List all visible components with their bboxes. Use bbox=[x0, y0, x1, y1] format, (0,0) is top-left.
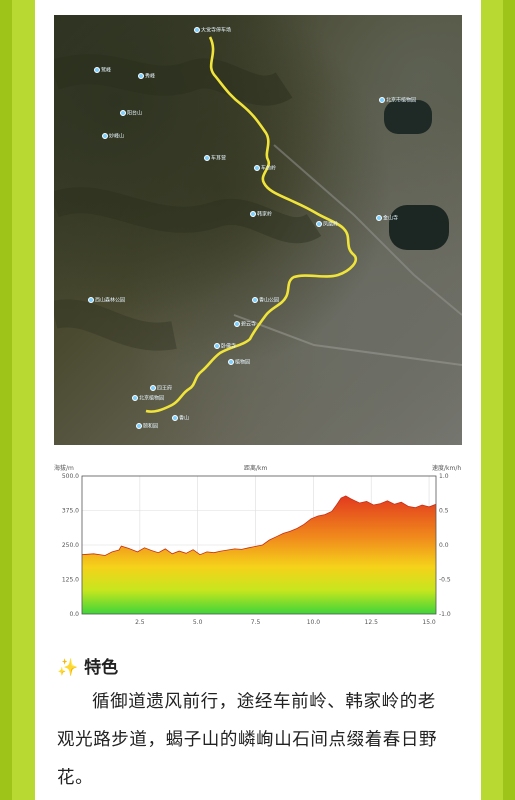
map-pin-icon bbox=[254, 165, 260, 171]
x-tick-label: 2.5 bbox=[135, 619, 145, 626]
elevation-line bbox=[81, 495, 437, 556]
elevation-chart-svg: 海拔/m 距离/km 速度/km/h 500.0 375.0 250.0 125.0 0… bbox=[54, 464, 461, 626]
center-axis-label: 距离/km bbox=[244, 464, 267, 472]
y2-axis-ticks: 1.0 0.5 0.0 -0.5 -1.0 bbox=[439, 473, 451, 618]
map-pin-icon bbox=[228, 359, 234, 365]
left-axis-label: 海拔/m bbox=[54, 464, 74, 472]
elevation-chart[interactable]: 海拔/m 距离/km 速度/km/h 500.0 375.0 250.0 125.0 0… bbox=[54, 462, 464, 632]
map-poi[interactable]: 卧佛寺 bbox=[214, 343, 236, 350]
map-pin-icon bbox=[194, 27, 200, 33]
y-tick-label: 375.0 bbox=[62, 508, 79, 515]
y2-tick-label: 1.0 bbox=[439, 473, 449, 480]
map-pin-icon bbox=[94, 67, 100, 73]
map-pin-icon bbox=[120, 110, 126, 116]
map-poi[interactable]: 植物园 bbox=[228, 359, 250, 366]
map-pin-icon bbox=[172, 415, 178, 421]
lake-east bbox=[389, 205, 449, 250]
map-poi[interactable]: 四王府 bbox=[150, 385, 172, 392]
map-poi[interactable]: 妙峰山 bbox=[102, 133, 124, 140]
map-poi[interactable]: 车前岭 bbox=[254, 165, 276, 172]
x-tick-label: 5.0 bbox=[193, 619, 203, 626]
map-poi[interactable]: 西山森林公园 bbox=[88, 297, 125, 304]
route-line bbox=[145, 36, 358, 413]
x-tick-label: 10.0 bbox=[307, 619, 321, 626]
map-poi[interactable]: 颐和园 bbox=[136, 423, 158, 430]
y-axis-ticks: 500.0 375.0 250.0 125.0 0.0 bbox=[62, 473, 79, 618]
map-pin-icon bbox=[132, 395, 138, 401]
elevation-area bbox=[82, 495, 436, 614]
map-poi[interactable]: 阳台山 bbox=[120, 110, 142, 117]
y2-tick-label: -0.5 bbox=[439, 577, 451, 584]
x-tick-label: 12.5 bbox=[365, 619, 379, 626]
map-pin-icon bbox=[102, 133, 108, 139]
map-pin-icon bbox=[138, 73, 144, 79]
map-pin-icon bbox=[88, 297, 94, 303]
right-axis-label: 速度/km/h bbox=[432, 464, 461, 472]
sparkles-icon: ✨ bbox=[57, 658, 79, 678]
map-canvas bbox=[54, 36, 462, 413]
map-poi[interactable]: 香山公园 bbox=[252, 297, 279, 304]
map-poi[interactable]: 香山 bbox=[172, 415, 189, 422]
map-poi[interactable]: 车耳营 bbox=[204, 155, 226, 162]
y-tick-label: 0.0 bbox=[69, 611, 79, 618]
map-poi[interactable]: 大觉寺停车场 bbox=[194, 27, 231, 34]
y2-tick-label: 0.5 bbox=[439, 508, 449, 515]
map-poi[interactable]: 凤凰岭 bbox=[316, 221, 338, 228]
map-pin-icon bbox=[379, 97, 385, 103]
map-poi[interactable]: 韩家岭 bbox=[250, 211, 272, 218]
section-title: 特色 bbox=[84, 658, 119, 678]
map-pin-icon bbox=[252, 297, 258, 303]
section-heading: ✨ 特色 bbox=[57, 653, 119, 678]
y-tick-label: 500.0 bbox=[62, 473, 79, 480]
map-pin-icon bbox=[316, 221, 322, 227]
map-pin-icon bbox=[214, 343, 220, 349]
y2-tick-label: -1.0 bbox=[439, 611, 451, 618]
y-tick-label: 125.0 bbox=[62, 577, 79, 584]
map-poi[interactable]: 碧云寺 bbox=[234, 321, 256, 328]
map-poi[interactable]: 鹫峰 bbox=[94, 67, 111, 74]
map-poi[interactable]: 金山寺 bbox=[376, 215, 398, 222]
x-tick-label: 7.5 bbox=[251, 619, 261, 626]
map-pin-icon bbox=[136, 423, 142, 429]
route-map[interactable]: 大觉寺停车场 鹫峰 秀峰 北京市植物园 阳台山 妙峰山 车耳营 车前岭 韩家岭 … bbox=[54, 15, 462, 445]
map-pin-icon bbox=[150, 385, 156, 391]
y2-tick-label: 0.0 bbox=[439, 542, 449, 549]
map-pin-icon bbox=[234, 321, 240, 327]
plot-border bbox=[81, 475, 437, 615]
map-pin-icon bbox=[204, 155, 210, 161]
map-poi[interactable]: 秀峰 bbox=[138, 73, 155, 80]
map-poi[interactable]: 北京植物园 bbox=[132, 395, 164, 402]
map-poi[interactable]: 北京市植物园 bbox=[379, 97, 416, 104]
y-tick-label: 250.0 bbox=[62, 542, 79, 549]
map-pin-icon bbox=[376, 215, 382, 221]
x-tick-label: 15.0 bbox=[422, 619, 436, 626]
map-pin-icon bbox=[250, 211, 256, 217]
section-text: 循御道遗风前行，途经车前岭、韩家岭的老观光路步道，蝎子山的嶙峋山石间点缀着春日野… bbox=[57, 692, 438, 788]
x-axis-ticks: 2.5 5.0 7.5 10.0 12.5 15.0 bbox=[135, 619, 436, 626]
lake-north bbox=[384, 100, 432, 134]
